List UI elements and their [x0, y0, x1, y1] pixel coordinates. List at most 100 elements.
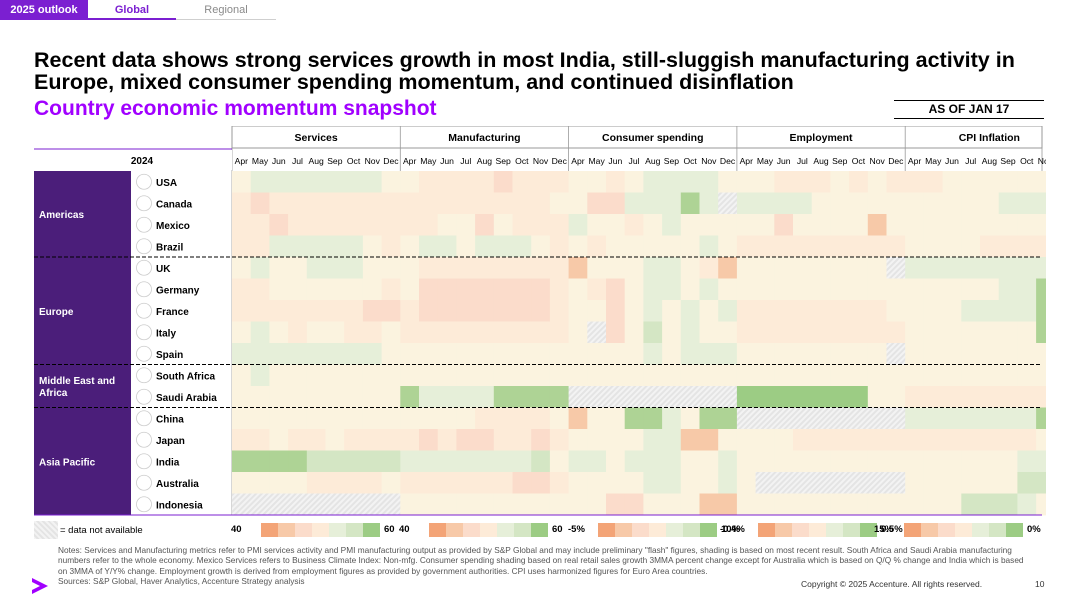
heatmap-cell	[587, 450, 607, 473]
heatmap-cell	[998, 450, 1018, 473]
heatmap-cell	[942, 171, 962, 193]
heatmap-cell	[269, 192, 289, 215]
heatmap-cell	[1017, 278, 1037, 301]
heatmap-cell	[699, 472, 719, 494]
heatmap-cell	[1036, 343, 1046, 365]
month-label: Jul	[965, 156, 976, 166]
tab-regional[interactable]: Regional	[176, 0, 276, 20]
heatmap-cell	[811, 429, 831, 451]
heatmap-cell	[718, 386, 738, 408]
heatmap-cell	[774, 171, 794, 193]
heatmap-cell	[568, 364, 588, 387]
heatmap-cell	[549, 300, 569, 322]
heatmap-cell	[998, 214, 1018, 236]
region-label: Africa	[39, 388, 68, 399]
heatmap-cell	[306, 321, 326, 344]
heatmap-cell	[512, 493, 532, 516]
heatmap-cell	[250, 407, 270, 430]
heatmap-cell	[456, 343, 476, 365]
tab-2025-outlook[interactable]: 2025 outlook	[0, 0, 88, 20]
heatmap-cell	[362, 407, 382, 430]
heatmap-cell	[456, 321, 476, 344]
heatmap-cell	[362, 171, 382, 193]
heatmap-cell	[998, 257, 1018, 279]
momentum-heatmap: Services Manufacturing Consumer spending Em…	[34, 126, 1046, 516]
legend-swatch	[261, 523, 278, 537]
heatmap-cell	[568, 192, 588, 215]
accenture-logo-icon	[32, 578, 48, 594]
heatmap-cell	[830, 192, 850, 215]
heatmap-cell	[344, 278, 364, 301]
indicator-header: Manufacturing	[448, 132, 520, 144]
heatmap-cell	[961, 300, 981, 322]
heatmap-cell	[680, 364, 700, 387]
heatmap-cell	[961, 214, 981, 236]
heatmap-cell	[269, 407, 289, 430]
heatmap-cell	[961, 386, 981, 408]
heatmap-cell	[269, 300, 289, 322]
heatmap-cell	[849, 278, 869, 301]
heatmap-cell	[606, 321, 626, 344]
heatmap-cell	[886, 300, 906, 322]
heatmap-cell	[493, 300, 513, 322]
heatmap-cell	[923, 300, 943, 322]
heatmap-cell	[718, 343, 738, 365]
heatmap-cell	[1036, 386, 1046, 408]
heatmap-cell	[942, 321, 962, 344]
heatmap-cell	[587, 343, 607, 365]
heatmap-cell	[998, 321, 1018, 344]
heatmap-cell	[381, 300, 401, 322]
heatmap-cell	[1017, 321, 1037, 344]
heatmap-cell	[699, 214, 719, 236]
flag-icon	[136, 195, 152, 212]
heatmap-cell	[437, 214, 457, 236]
heatmap-cell	[549, 235, 569, 258]
heatmap-cell	[755, 214, 775, 236]
heatmap-cell	[811, 300, 831, 322]
heatmap-cell	[1036, 429, 1046, 451]
heatmap-cell	[269, 235, 289, 258]
heatmap-cell	[811, 450, 831, 473]
heatmap-cell	[456, 429, 476, 451]
heatmap-cell	[1017, 450, 1037, 473]
heatmap-cell	[774, 321, 794, 344]
heatmap-cell	[456, 300, 476, 322]
heatmap-cell	[886, 214, 906, 236]
heatmap-cell	[306, 493, 326, 516]
tab-global[interactable]: Global	[88, 0, 176, 20]
heatmap-cell	[400, 257, 420, 279]
heatmap-cell	[961, 192, 981, 215]
heatmap-cell	[886, 386, 906, 408]
heatmap-cell	[905, 321, 925, 344]
heatmap-cell	[549, 450, 569, 473]
heatmap-cell	[793, 321, 813, 344]
heatmap-cell	[475, 386, 495, 408]
heatmap-cell	[250, 321, 270, 344]
heatmap-cell	[306, 257, 326, 279]
heatmap-cell	[456, 364, 476, 387]
not-available-swatch	[34, 521, 58, 539]
heatmap-cell	[830, 171, 850, 193]
heatmap-cell	[662, 386, 682, 408]
heatmap-cell	[830, 472, 850, 494]
heatmap-cell	[419, 257, 439, 279]
heatmap-cell	[344, 300, 364, 322]
heatmap-cell	[680, 343, 700, 365]
heatmap-cell	[362, 429, 382, 451]
heatmap-cell	[456, 257, 476, 279]
heatmap-cell	[493, 407, 513, 430]
indicator-header: Consumer spending	[602, 132, 704, 144]
heatmap-cell	[512, 407, 532, 430]
heatmap-cell	[475, 321, 495, 344]
heatmap-cell	[662, 472, 682, 494]
flag-icon	[136, 453, 152, 470]
heatmap-cell	[923, 472, 943, 494]
country-label: Saudi Arabia	[156, 393, 217, 404]
heatmap-cell	[288, 386, 308, 408]
heatmap-cell	[306, 364, 326, 387]
heatmap-cell	[886, 321, 906, 344]
heatmap-cell	[475, 450, 495, 473]
heatmap-cell	[232, 192, 252, 215]
month-label: May	[420, 156, 437, 166]
heatmap-cell	[269, 472, 289, 494]
